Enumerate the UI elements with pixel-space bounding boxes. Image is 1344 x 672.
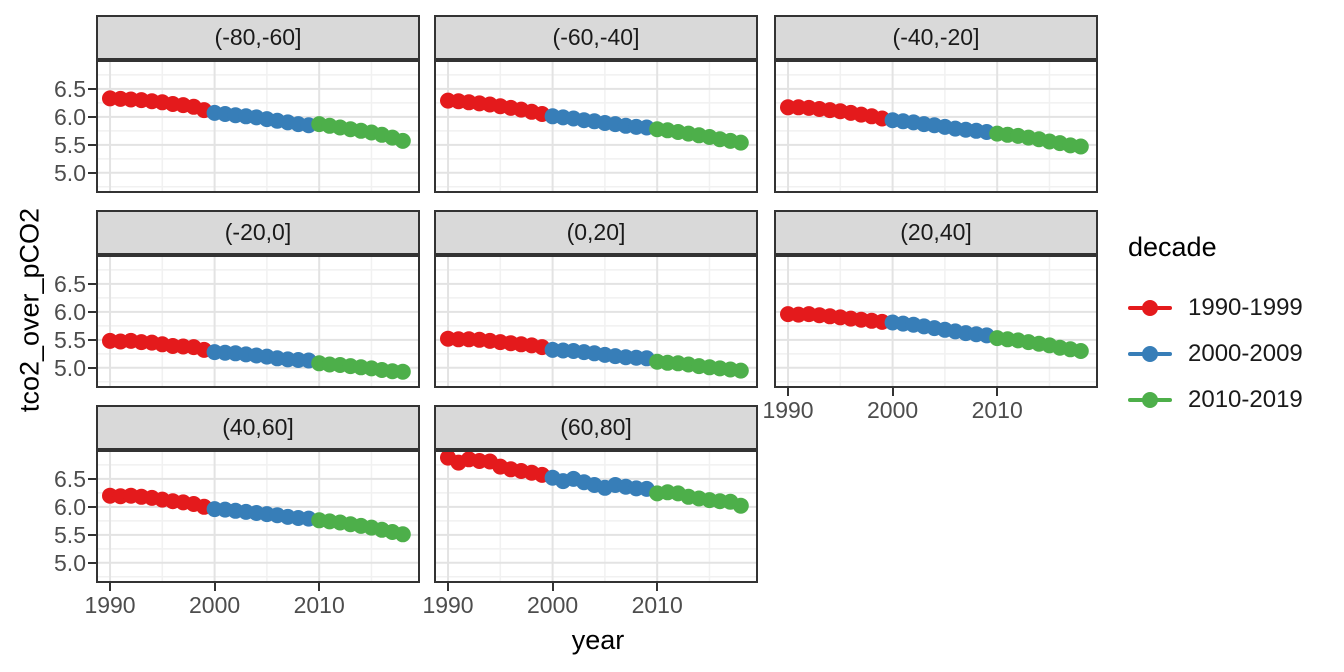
x-tick-label: 2010 [293, 592, 345, 618]
facet-plot-area [434, 450, 758, 583]
y-tick-mark [88, 143, 96, 146]
facet-panel: (40,60] 5.0 5.5 6.0 6.5 1990 2000 2010 [54, 405, 420, 617]
facet-strip-label: (0,20] [434, 210, 758, 255]
y-tick-mark [88, 366, 96, 369]
facet-plot-area [96, 255, 420, 388]
facet-plot-area [96, 450, 420, 583]
legend-entry: 1990-1999 [1128, 285, 1344, 331]
facet-plot-area [774, 255, 1098, 388]
legend: decade 1990-1999 2000-2009 2010-2019 [1128, 232, 1344, 423]
x-tick-mark [318, 583, 321, 591]
y-tick-label: 5.5 [54, 326, 86, 353]
y-tick-mark [88, 115, 96, 118]
y-tick-mark [88, 338, 96, 341]
x-tick-label: 1990 [84, 592, 136, 618]
x-tick-label: 2000 [867, 397, 919, 423]
y-tick-label: 6.5 [54, 465, 86, 492]
y-tick-label: 6.0 [54, 103, 86, 130]
facet-panel: (-60,-40] [434, 15, 758, 193]
x-tick-mark [213, 583, 216, 591]
facet-plot-area [96, 60, 420, 193]
x-tick-mark [109, 583, 112, 591]
x-tick-label: 2000 [527, 592, 579, 618]
y-tick-label: 5.5 [54, 521, 86, 548]
y-tick-label: 5.0 [54, 354, 86, 381]
y-tick-label: 6.0 [54, 493, 86, 520]
facet-plot-area [434, 255, 758, 388]
y-tick-label: 5.0 [54, 159, 86, 186]
facet-strip-label: (-40,-20] [774, 15, 1098, 60]
facet-panel: (-80,-60] 5.0 5.5 6.0 6.5 [54, 15, 420, 193]
x-tick-label: 1990 [422, 592, 474, 618]
x-tick-label: 1990 [762, 397, 814, 423]
x-tick-mark [787, 388, 790, 396]
facet-panel: (-20,0] 5.0 5.5 6.0 6.5 [54, 210, 420, 388]
y-tick-mark [88, 533, 96, 536]
x-tick-label: 2010 [971, 397, 1023, 423]
legend-entry-label: 2000-2009 [1188, 340, 1303, 367]
x-tick-mark [996, 388, 999, 396]
x-tick-mark [447, 583, 450, 591]
facet-strip-label: (-80,-60] [96, 15, 420, 60]
legend-key-line-dot-icon [1128, 391, 1172, 409]
y-tick-mark [88, 505, 96, 508]
facet-panel: (0,20] [434, 210, 758, 388]
facet-panel: (-40,-20] [774, 15, 1098, 193]
y-tick-mark [88, 310, 96, 313]
legend-entry: 2010-2019 [1128, 377, 1344, 423]
x-tick-mark [656, 583, 659, 591]
facet-strip-label: (-60,-40] [434, 15, 758, 60]
y-tick-mark [88, 477, 96, 480]
legend-title: decade [1128, 232, 1217, 262]
facet-strip-label: (40,60] [96, 405, 420, 450]
y-tick-mark [88, 561, 96, 564]
facet-strip-label: (20,40] [774, 210, 1098, 255]
legend-key-line-dot-icon [1128, 299, 1172, 317]
y-tick-mark [88, 171, 96, 174]
facet-plot-area [434, 60, 758, 193]
y-tick-mark [88, 282, 96, 285]
x-tick-mark [891, 388, 894, 396]
facet-panel: (20,40] 1990 2000 2010 [762, 210, 1098, 422]
legend-entry-label: 2010-2019 [1188, 386, 1303, 413]
x-tick-label: 2000 [189, 592, 241, 618]
facet-strip-label: (-20,0] [96, 210, 420, 255]
x-axis-title: year [571, 625, 625, 655]
x-tick-label: 2010 [631, 592, 683, 618]
legend-key-line-dot-icon [1128, 345, 1172, 363]
legend-entry-label: 1990-1999 [1188, 294, 1303, 321]
y-tick-mark [88, 87, 96, 90]
legend-entry: 2000-2009 [1128, 331, 1344, 377]
y-tick-label: 5.5 [54, 131, 86, 158]
x-tick-mark [551, 583, 554, 591]
facet-strip-label: (60,80] [434, 405, 758, 450]
facet-panel-grid: (-80,-60] 5.0 5.5 6.0 6.5 (-60,-40] (-40,-20](… [54, 15, 1098, 617]
y-tick-label: 6.5 [54, 270, 86, 297]
y-tick-label: 5.0 [54, 549, 86, 576]
facet-panel: (60,80] 1990 2000 2010 [422, 405, 758, 617]
facet-plot-area [774, 60, 1098, 193]
y-tick-label: 6.0 [54, 298, 86, 325]
y-tick-label: 6.5 [54, 75, 86, 102]
